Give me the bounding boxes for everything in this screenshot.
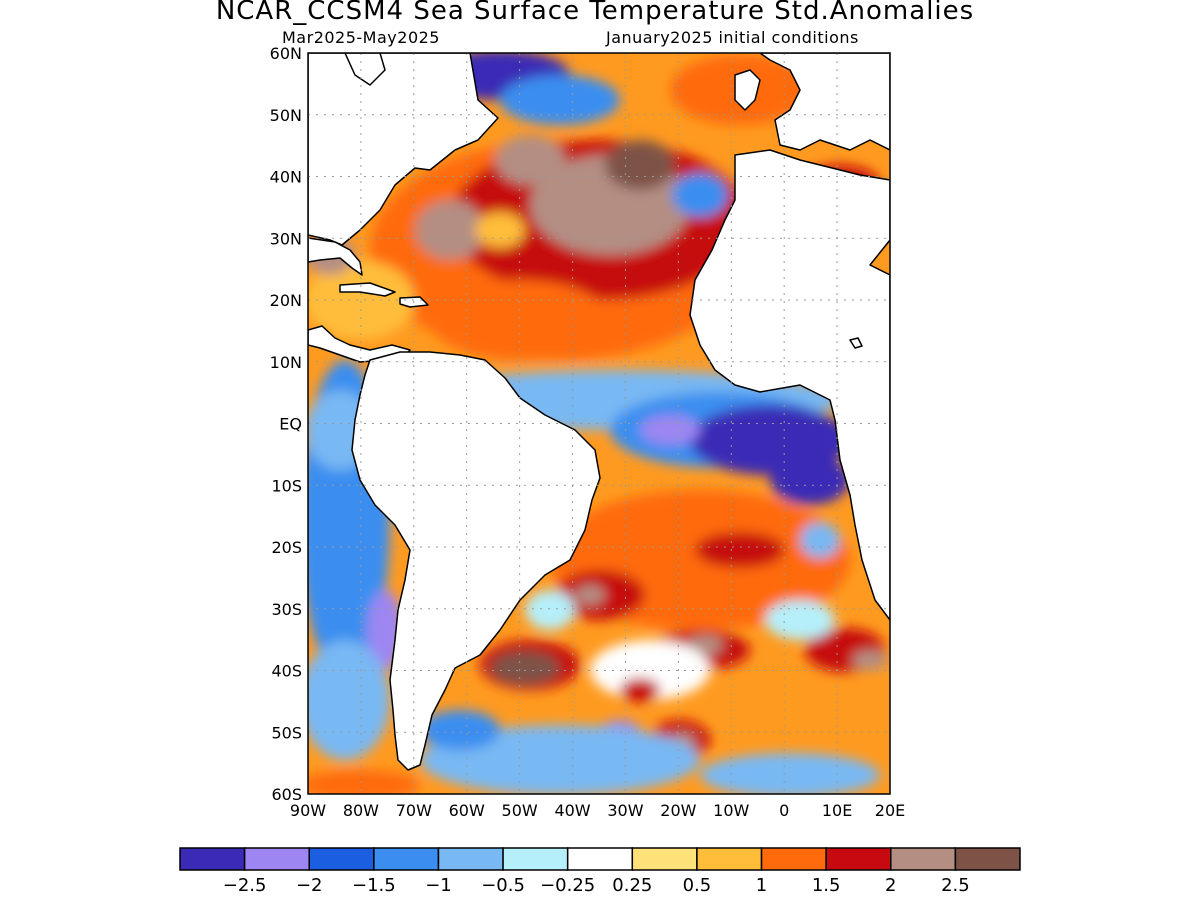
- lon-tick-label: 20W: [660, 801, 696, 820]
- colorbar-label: 1.5: [812, 875, 841, 896]
- lat-tick-label: 10S: [271, 476, 302, 495]
- colorbar-swatch: [437, 847, 504, 871]
- greenland-land: [344, 53, 386, 86]
- british-isles-land: [734, 69, 761, 111]
- lat-tick-label: EQ: [279, 415, 302, 434]
- sst-anomaly-field: [308, 53, 890, 794]
- colorbar-label: −0.25: [540, 875, 595, 896]
- lon-tick-label: 20E: [875, 801, 905, 820]
- florida-land: [308, 237, 363, 276]
- colorbar-label: −0.5: [481, 875, 525, 896]
- colorbar-swatch: [373, 847, 440, 871]
- iceland-land: [849, 337, 863, 349]
- colorbar-swatch: [825, 847, 892, 871]
- lon-tick-label: 10E: [822, 801, 852, 820]
- page-title: NCAR_CCSM4 Sea Surface Temperature Std.A…: [215, 0, 975, 26]
- colorbar-label: −1: [425, 875, 452, 896]
- colorbar-swatch: [566, 847, 634, 871]
- colorbar-swatch: [696, 847, 763, 871]
- colorbar-swatch: [890, 847, 957, 871]
- colorbar-label: 0.25: [612, 875, 652, 896]
- colorbar-label: 2.5: [941, 875, 970, 896]
- lat-lon-grid: [308, 53, 890, 794]
- south-america-land: [351, 351, 601, 771]
- europe-land: [759, 53, 890, 151]
- lon-tick-label: 70W: [396, 801, 432, 820]
- lat-tick-label: 20N: [270, 291, 302, 310]
- lon-tick-label: 90W: [290, 801, 326, 820]
- lat-tick-label: 50N: [270, 106, 302, 125]
- lat-tick-label: 50S: [271, 723, 302, 742]
- forecast-period: Mar2025-May2025: [282, 28, 440, 47]
- cuba-island: [339, 282, 396, 297]
- colorbar-swatch: [502, 847, 569, 871]
- colorbar-swatch: [954, 847, 1021, 871]
- lon-tick-label: 30W: [607, 801, 643, 820]
- colorbar-label: 2: [885, 875, 896, 896]
- latitude-axis: 60N 50N 40N 30N 20N 10N EQ 10S 20S 30S 40S 50S 60S: [270, 44, 302, 804]
- colorbar-swatch: [631, 847, 698, 871]
- colorbar-label: 1: [756, 875, 767, 896]
- colorbar-label: −2: [296, 875, 323, 896]
- lat-tick-label: 10N: [270, 353, 302, 372]
- colorbar-label: 0.5: [683, 875, 712, 896]
- land-masses: [308, 53, 890, 771]
- initial-conditions: January2025 initial conditions: [606, 28, 859, 47]
- lat-tick-label: 40S: [271, 662, 302, 681]
- lat-tick-label: 30S: [271, 600, 302, 619]
- longitude-axis: 90W 80W 70W 60W 50W 40W 30W 20W 10W 0 10E 20E: [290, 801, 905, 820]
- lat-tick-label: 60S: [271, 785, 302, 804]
- colorbar-swatch: [308, 847, 375, 871]
- africa-land: [689, 149, 890, 621]
- lon-tick-label: 40W: [554, 801, 590, 820]
- colorbar-label: −1.5: [352, 875, 396, 896]
- lon-tick-label: 0: [779, 801, 789, 820]
- lon-tick-label: 50W: [502, 801, 538, 820]
- colorbar: −2.5 −2 −1.5 −1 −0.5 −0.25 0.25 0.5 1 1.5 2 2.5: [179, 847, 1021, 896]
- map-frame: [307, 52, 891, 795]
- lat-tick-label: 40N: [270, 168, 302, 187]
- colorbar-swatch: [179, 847, 246, 871]
- lat-tick-label: 20S: [271, 538, 302, 557]
- lat-tick-label: 30N: [270, 229, 302, 248]
- lon-tick-label: 10W: [713, 801, 749, 820]
- lon-tick-label: 60W: [449, 801, 485, 820]
- colorbar-swatch: [760, 847, 827, 871]
- colorbar-swatch: [243, 847, 310, 871]
- lat-tick-label: 60N: [270, 44, 302, 63]
- lon-tick-label: 80W: [343, 801, 379, 820]
- colorbar-label: −2.5: [223, 875, 267, 896]
